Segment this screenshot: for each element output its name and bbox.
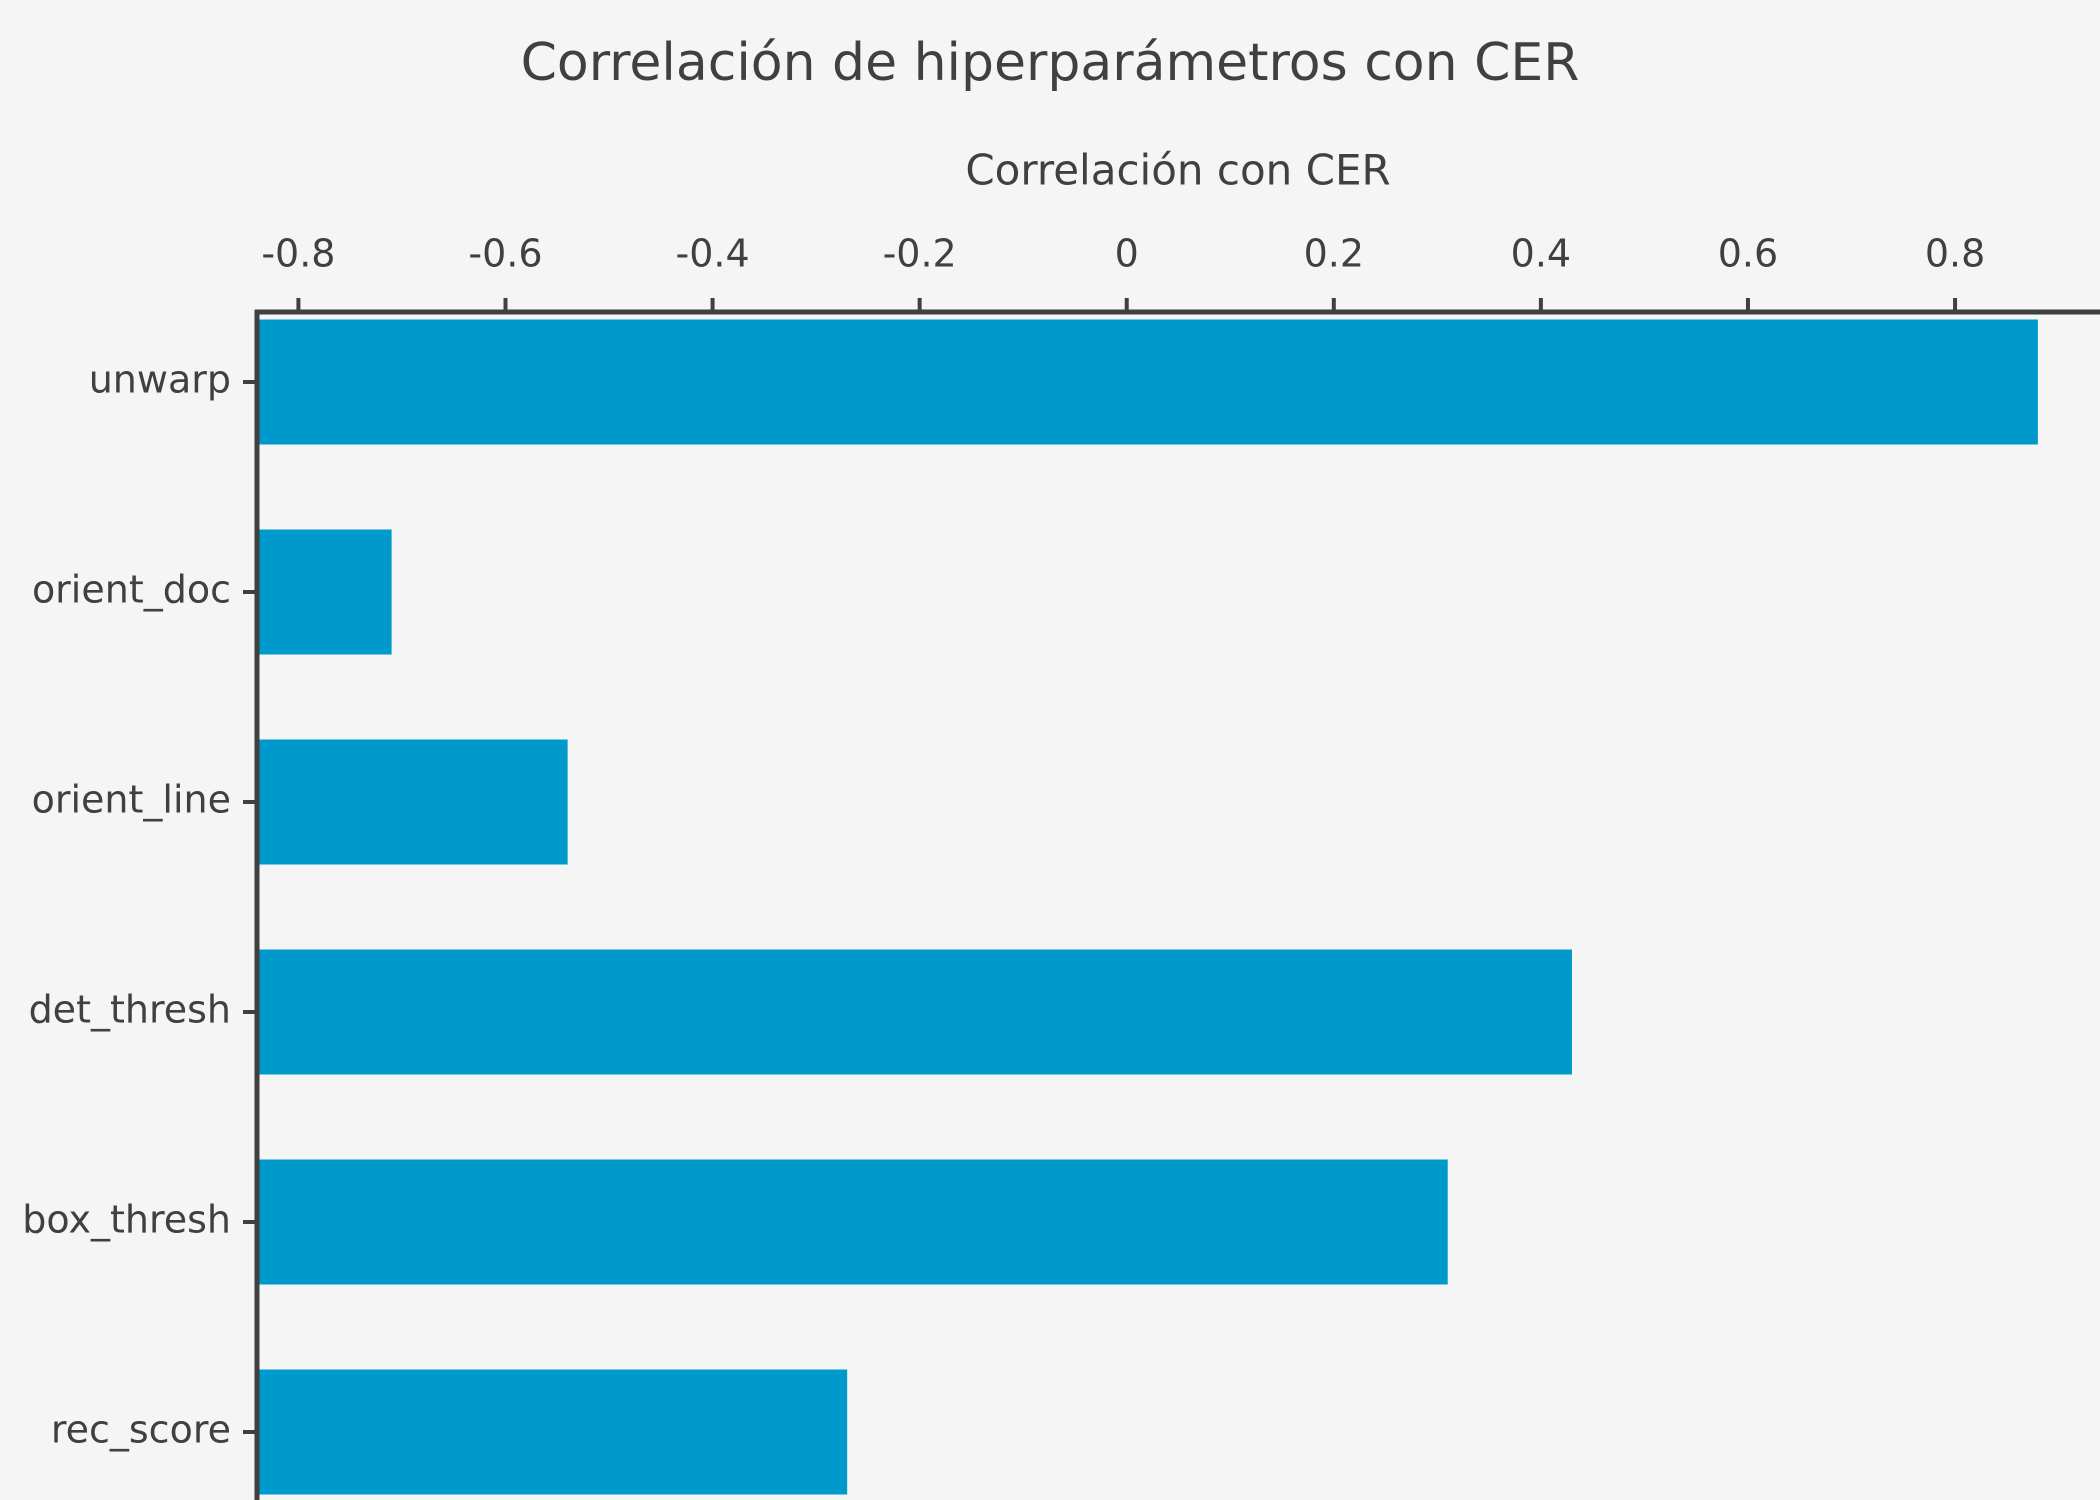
x-axis-title: Correlación con CER bbox=[965, 146, 1390, 195]
chart-title: Correlación de hiperparámetros con CER bbox=[521, 33, 1580, 93]
x-tick-label: 0.2 bbox=[1304, 232, 1364, 276]
y-tick-label: orient_doc bbox=[32, 568, 231, 612]
bar bbox=[257, 949, 1572, 1075]
y-tick-label: box_thresh bbox=[22, 1198, 231, 1242]
y-tick-label: det_thresh bbox=[29, 988, 231, 1032]
x-tick-label: -0.8 bbox=[261, 232, 335, 276]
x-tick-label: -0.6 bbox=[468, 232, 542, 276]
x-tick-label: 0.8 bbox=[1925, 232, 1985, 276]
x-tick-label: -0.4 bbox=[675, 232, 749, 276]
bar bbox=[257, 1369, 848, 1495]
bar bbox=[257, 739, 568, 865]
x-tick-label: -0.2 bbox=[883, 232, 957, 276]
bar bbox=[257, 529, 392, 655]
x-tick-label: 0.4 bbox=[1511, 232, 1571, 276]
bar bbox=[257, 319, 2038, 445]
x-tick-label: 0 bbox=[1115, 232, 1139, 276]
y-tick-label: unwarp bbox=[89, 358, 231, 402]
y-tick-label: rec_score bbox=[51, 1408, 231, 1452]
y-tick-label: orient_line bbox=[32, 778, 231, 822]
bar bbox=[257, 1159, 1448, 1285]
x-tick-label: 0.6 bbox=[1718, 232, 1778, 276]
